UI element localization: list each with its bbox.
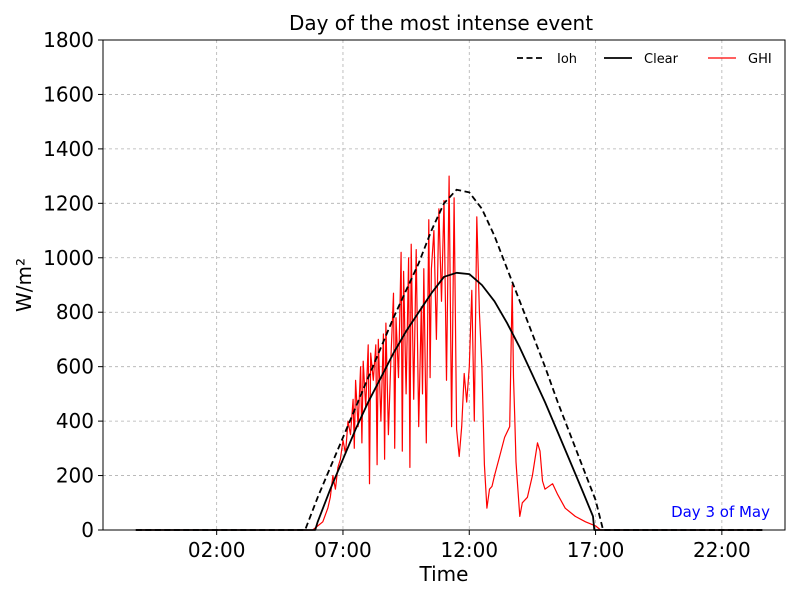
legend-label-ioh: Ioh [557, 52, 577, 67]
x-tick-label: 07:00 [314, 538, 372, 562]
legend-label-ghi: GHI [748, 52, 772, 67]
x-tick-label: 12:00 [440, 538, 498, 562]
y-tick-label: 0 [81, 518, 94, 542]
x-axis-label: Time [419, 562, 469, 586]
x-tick-label: 17:00 [567, 538, 625, 562]
y-tick-label: 1600 [43, 82, 94, 106]
y-tick-label: 800 [56, 300, 94, 324]
y-tick-label: 400 [56, 409, 94, 433]
y-tick-label: 1400 [43, 137, 94, 161]
series-layer [135, 175, 763, 531]
chart-title: Day of the most intense event [289, 11, 593, 35]
y-tick-label: 200 [56, 464, 94, 488]
series-line-ghi [135, 175, 763, 531]
series-line-ioh [135, 188, 763, 531]
legend: Ioh Clear GHI [517, 52, 772, 67]
y-tick-label: 1000 [43, 246, 94, 270]
series-line-clear [135, 271, 763, 531]
y-tick-label: 600 [56, 355, 94, 379]
grid [103, 39, 785, 531]
ticks: 0 200 400 600 800 1000 1200 1400 1600 1800 02:00 07… [43, 28, 751, 562]
plot-frame [102, 39, 786, 531]
date-annotation: Day 3 of May [671, 503, 770, 521]
y-axis-label: W/m² [12, 258, 36, 312]
x-tick-label: 22:00 [693, 538, 751, 562]
y-tick-label: 1200 [43, 191, 94, 215]
legend-label-clear: Clear [644, 52, 679, 67]
y-tick-label: 1800 [43, 28, 94, 52]
x-tick-label: 02:00 [188, 538, 246, 562]
